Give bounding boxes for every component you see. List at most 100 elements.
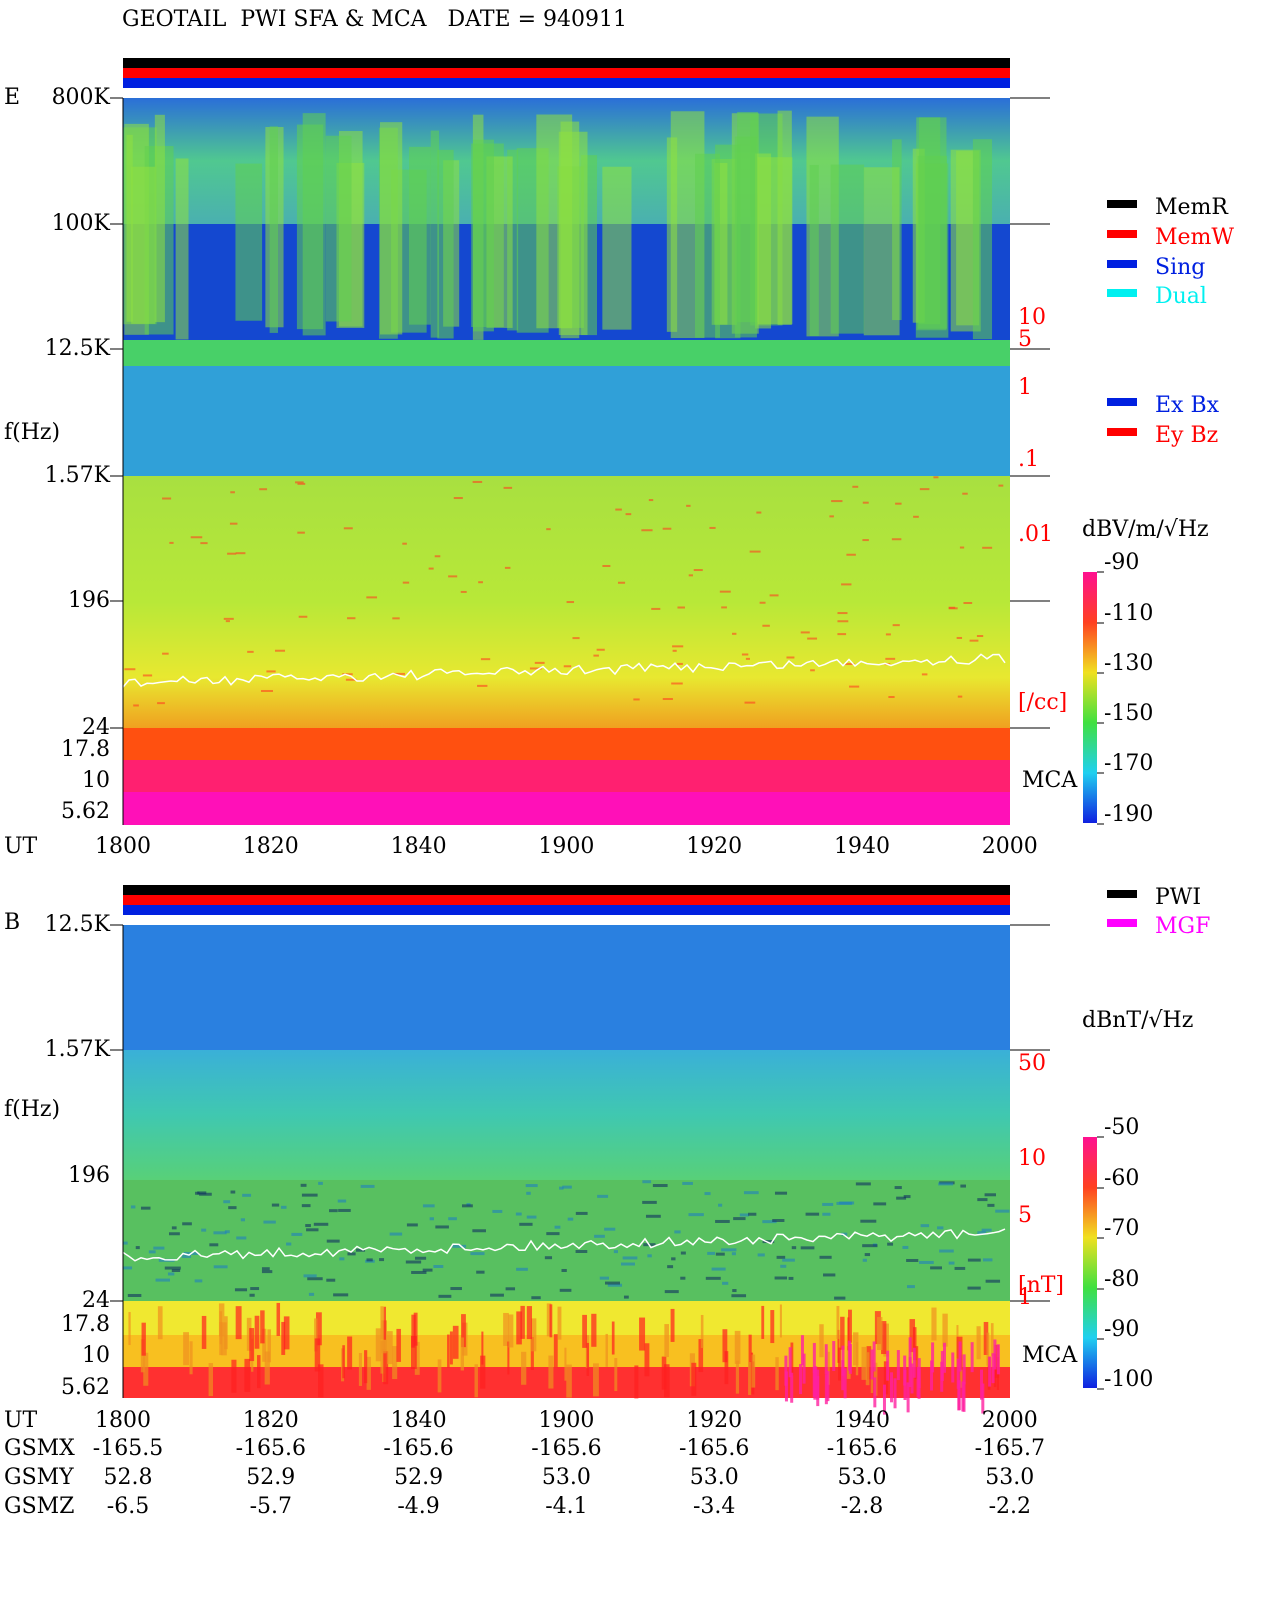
legend-swatch bbox=[1107, 398, 1137, 406]
texture bbox=[698, 1339, 704, 1373]
texture bbox=[167, 1272, 175, 1276]
texture bbox=[882, 1384, 886, 1415]
texture bbox=[671, 1257, 676, 1261]
texture bbox=[249, 1328, 255, 1362]
texture bbox=[283, 1316, 290, 1350]
texture bbox=[996, 1344, 1000, 1375]
texture bbox=[599, 1276, 609, 1280]
texture bbox=[559, 1186, 564, 1190]
texture bbox=[438, 1294, 452, 1298]
texture bbox=[183, 1332, 189, 1366]
orbit-label: GSMX bbox=[4, 1436, 75, 1461]
legend-swatch bbox=[1107, 200, 1137, 208]
texture bbox=[529, 667, 542, 670]
texture bbox=[976, 635, 984, 638]
orbit-value: 52.9 bbox=[394, 1465, 443, 1490]
texture bbox=[318, 1181, 323, 1185]
x-tick-label: 1900 bbox=[538, 1408, 594, 1433]
texture bbox=[721, 606, 727, 609]
texture bbox=[903, 1355, 907, 1386]
texture bbox=[860, 1219, 877, 1223]
texture bbox=[734, 1330, 741, 1364]
texture bbox=[452, 1244, 467, 1248]
y-tick-label: 24 bbox=[82, 1288, 110, 1313]
y-tick-label: 196 bbox=[68, 588, 110, 613]
texture bbox=[434, 555, 441, 558]
texture bbox=[722, 1329, 728, 1363]
texture bbox=[453, 497, 463, 500]
texture bbox=[261, 1267, 270, 1271]
texture bbox=[481, 1331, 484, 1365]
colorbar-tick-label: -110 bbox=[1104, 601, 1153, 626]
texture bbox=[888, 696, 895, 699]
texture bbox=[894, 1186, 902, 1190]
texture bbox=[994, 1344, 1000, 1378]
texture bbox=[338, 1208, 351, 1212]
texture bbox=[677, 606, 685, 609]
texture bbox=[414, 1256, 427, 1260]
texture bbox=[450, 1287, 462, 1291]
texture bbox=[554, 1225, 561, 1229]
texture bbox=[615, 508, 622, 511]
texture bbox=[688, 574, 693, 577]
texture bbox=[389, 1232, 403, 1236]
texture bbox=[360, 1184, 375, 1188]
texture bbox=[892, 624, 900, 627]
legend-label: Ey Bz bbox=[1155, 423, 1218, 448]
texture bbox=[977, 1198, 988, 1202]
texture bbox=[940, 1350, 944, 1381]
texture bbox=[213, 1265, 228, 1269]
texture bbox=[676, 662, 683, 665]
texture bbox=[286, 1242, 292, 1246]
axis-label: f(Hz) bbox=[4, 1097, 60, 1122]
texture bbox=[662, 527, 672, 530]
texture bbox=[819, 1255, 832, 1259]
texture bbox=[225, 620, 230, 623]
texture bbox=[873, 1377, 877, 1408]
texture bbox=[762, 1240, 775, 1244]
texture bbox=[704, 1192, 711, 1196]
texture bbox=[739, 1213, 750, 1217]
orbit-value: 52.8 bbox=[104, 1465, 153, 1490]
y-tick-label: 1.57K bbox=[45, 1037, 111, 1062]
texture bbox=[837, 612, 848, 615]
texture bbox=[614, 1358, 618, 1392]
texture bbox=[430, 130, 440, 338]
texture bbox=[171, 1226, 177, 1230]
texture bbox=[358, 1352, 362, 1386]
texture bbox=[520, 1305, 525, 1339]
texture bbox=[366, 596, 378, 599]
legend-label: MemR bbox=[1155, 195, 1229, 220]
texture bbox=[411, 1314, 416, 1348]
texture bbox=[731, 1294, 747, 1298]
texture bbox=[429, 1217, 435, 1221]
texture bbox=[213, 1231, 227, 1235]
texture bbox=[339, 1257, 345, 1261]
texture bbox=[259, 488, 268, 491]
texture bbox=[190, 536, 203, 539]
texture bbox=[970, 1342, 974, 1373]
texture bbox=[124, 668, 136, 671]
texture bbox=[126, 134, 133, 322]
texture bbox=[881, 1321, 887, 1355]
texture bbox=[564, 1347, 567, 1381]
texture bbox=[885, 633, 891, 636]
texture bbox=[840, 1316, 845, 1350]
texture bbox=[171, 1268, 181, 1272]
texture bbox=[480, 1355, 486, 1389]
legend-swatch bbox=[1107, 890, 1137, 898]
texture bbox=[688, 1213, 704, 1217]
texture bbox=[223, 617, 234, 620]
x-tick-label: 1900 bbox=[538, 834, 594, 859]
texture bbox=[405, 1260, 422, 1264]
texture bbox=[546, 528, 551, 531]
texture bbox=[162, 652, 169, 655]
texture bbox=[827, 1351, 830, 1385]
texture bbox=[516, 1267, 528, 1271]
texture bbox=[175, 158, 189, 340]
texture bbox=[140, 1339, 145, 1373]
texture bbox=[903, 1195, 911, 1199]
texture bbox=[591, 1313, 597, 1347]
texture bbox=[890, 1372, 894, 1403]
